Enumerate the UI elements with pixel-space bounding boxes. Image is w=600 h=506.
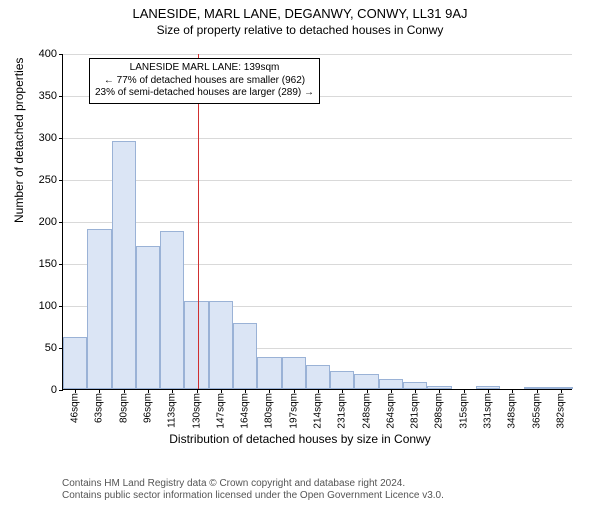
- x-tick-label: 298sqm: [434, 393, 445, 429]
- x-tick-label: 164sqm: [240, 393, 251, 429]
- x-tick-label: 248sqm: [361, 393, 372, 429]
- histogram-bar: [330, 371, 354, 389]
- histogram-bar: [403, 382, 427, 389]
- annotation-line-2: ← 77% of detached houses are smaller (96…: [95, 75, 314, 88]
- x-tick-label: 348sqm: [507, 393, 518, 429]
- histogram-bar: [354, 374, 378, 389]
- histogram-bar: [306, 365, 330, 389]
- x-tick-label: 180sqm: [264, 393, 275, 429]
- x-tick-label: 130sqm: [191, 393, 202, 429]
- y-axis-label: Number of detached properties: [12, 58, 26, 223]
- x-tick-label: 231sqm: [337, 393, 348, 429]
- x-tick-label: 365sqm: [531, 393, 542, 429]
- y-tick-mark: [59, 54, 63, 55]
- x-tick-label: 281sqm: [410, 393, 421, 429]
- page-title-1: LANESIDE, MARL LANE, DEGANWY, CONWY, LL3…: [0, 6, 600, 21]
- annotation-line-1: LANESIDE MARL LANE: 139sqm: [95, 62, 314, 75]
- attribution-line-2: Contains public sector information licen…: [62, 490, 444, 502]
- y-tick-mark: [59, 222, 63, 223]
- y-tick-mark: [59, 306, 63, 307]
- attribution-line-1: Contains HM Land Registry data © Crown c…: [62, 478, 444, 490]
- x-axis-label: Distribution of detached houses by size …: [0, 432, 600, 446]
- histogram-bar: [160, 231, 184, 389]
- gridline: [63, 138, 572, 139]
- histogram-bar: [257, 357, 281, 389]
- y-tick-mark: [59, 390, 63, 391]
- page-title-2: Size of property relative to detached ho…: [0, 23, 600, 37]
- x-tick-label: 80sqm: [118, 393, 129, 423]
- y-tick-label: 0: [51, 384, 57, 396]
- x-tick-label: 96sqm: [143, 393, 154, 423]
- x-tick-label: 147sqm: [215, 393, 226, 429]
- histogram-bar: [184, 301, 208, 389]
- y-tick-label: 400: [39, 48, 57, 60]
- histogram-bar: [209, 301, 233, 389]
- y-tick-mark: [59, 264, 63, 265]
- y-tick-label: 200: [39, 216, 57, 228]
- x-tick-label: 264sqm: [385, 393, 396, 429]
- plot-area: 05010015020025030035040046sqm63sqm80sqm9…: [62, 54, 572, 390]
- y-tick-label: 150: [39, 258, 57, 270]
- gridline: [63, 54, 572, 55]
- gridline: [63, 222, 572, 223]
- x-tick-label: 46sqm: [70, 393, 81, 423]
- y-tick-label: 100: [39, 300, 57, 312]
- x-tick-label: 331sqm: [483, 393, 494, 429]
- x-tick-label: 315sqm: [458, 393, 469, 429]
- y-tick-label: 250: [39, 174, 57, 186]
- x-tick-label: 382sqm: [555, 393, 566, 429]
- reference-line: [198, 54, 199, 389]
- histogram-bar: [63, 337, 87, 389]
- x-tick-label: 63sqm: [94, 393, 105, 423]
- histogram-bar: [379, 379, 403, 389]
- y-tick-label: 50: [45, 342, 57, 354]
- x-tick-label: 113sqm: [167, 393, 178, 428]
- histogram-bar: [87, 229, 111, 389]
- y-tick-label: 300: [39, 132, 57, 144]
- histogram-bar: [136, 246, 160, 389]
- histogram-bar: [282, 357, 306, 389]
- y-tick-mark: [59, 138, 63, 139]
- x-tick-label: 197sqm: [288, 393, 299, 429]
- y-tick-mark: [59, 180, 63, 181]
- annotation-box: LANESIDE MARL LANE: 139sqm ← 77% of deta…: [89, 58, 320, 104]
- chart-container: Number of detached properties 0501001502…: [0, 48, 600, 458]
- histogram-bar: [112, 141, 136, 389]
- y-tick-mark: [59, 96, 63, 97]
- x-tick-label: 214sqm: [313, 393, 324, 429]
- attribution: Contains HM Land Registry data © Crown c…: [62, 478, 444, 502]
- y-tick-label: 350: [39, 90, 57, 102]
- gridline: [63, 180, 572, 181]
- annotation-line-3: 23% of semi-detached houses are larger (…: [95, 87, 314, 100]
- histogram-bar: [233, 323, 257, 389]
